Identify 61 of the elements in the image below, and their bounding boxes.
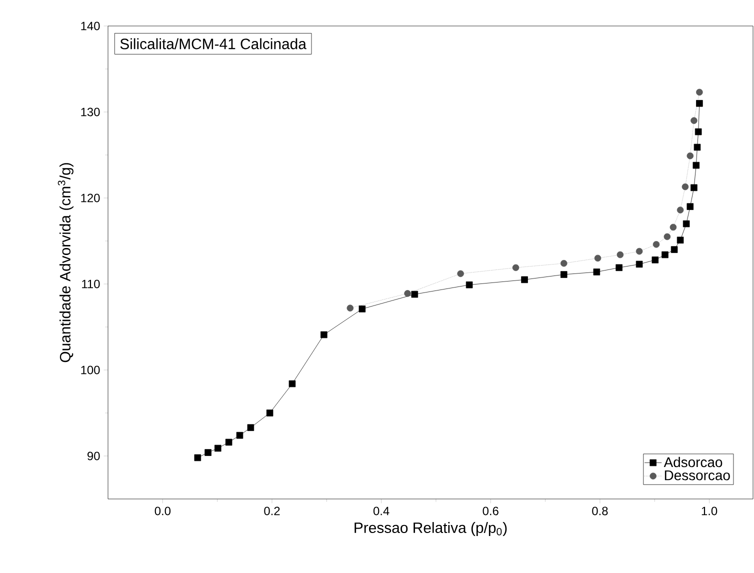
point	[652, 241, 660, 248]
y-tick-label: 110	[82, 280, 100, 288]
point	[204, 449, 212, 456]
point	[690, 184, 698, 192]
point	[682, 183, 689, 190]
point	[696, 100, 703, 107]
point	[676, 236, 684, 244]
y-tick-label: 130	[81, 108, 100, 116]
point	[320, 331, 328, 338]
point	[225, 438, 232, 446]
point	[358, 306, 366, 312]
point	[560, 260, 568, 267]
point	[682, 220, 690, 228]
x-axis-title: Pressao Relativa (p/p$_{0}$)	[354, 522, 507, 536]
y-tick-label: 140	[81, 22, 100, 30]
point	[214, 444, 222, 452]
point	[411, 290, 418, 298]
x-tick-label: 0.8	[592, 506, 608, 516]
point	[616, 264, 622, 272]
point	[670, 246, 678, 253]
point	[694, 144, 701, 151]
point	[266, 410, 274, 416]
point	[288, 380, 296, 388]
point	[676, 206, 684, 214]
point	[616, 251, 624, 258]
legend-label: Dessorcao	[664, 470, 730, 480]
point	[247, 424, 254, 431]
y-tick-label: 100	[81, 366, 100, 374]
point	[686, 152, 694, 160]
x-tick-label: 0.4	[373, 506, 390, 516]
point	[636, 248, 643, 255]
point	[512, 264, 520, 272]
point	[404, 290, 411, 297]
y-tick-label: 120	[81, 194, 100, 202]
point	[521, 276, 528, 284]
point	[690, 117, 698, 124]
point	[686, 203, 694, 210]
x-tick-label: 0.0	[154, 506, 171, 516]
point	[236, 432, 244, 439]
x-tick-label: 0.2	[264, 506, 280, 516]
point	[194, 454, 202, 462]
point	[593, 268, 600, 276]
point	[560, 271, 568, 278]
point	[466, 281, 473, 288]
point	[694, 128, 702, 136]
point	[664, 233, 671, 240]
x-tick-label: 1.0	[702, 506, 718, 516]
point	[670, 224, 677, 231]
point	[662, 251, 668, 258]
point	[636, 260, 643, 268]
x-tick-label: 0.6	[482, 506, 498, 516]
point	[594, 254, 602, 262]
point	[457, 270, 464, 278]
point	[696, 88, 703, 96]
point	[346, 304, 354, 312]
point	[692, 162, 700, 169]
legend-label: Adsorcao	[664, 456, 722, 468]
y-tick-label: 90	[88, 452, 100, 460]
point	[652, 256, 659, 264]
text: Silicalita/MCM-41 Calcinada	[120, 38, 306, 50]
y-axis-title: Quantidade Advorvida (cm$^{3}$/g)	[58, 163, 74, 362]
